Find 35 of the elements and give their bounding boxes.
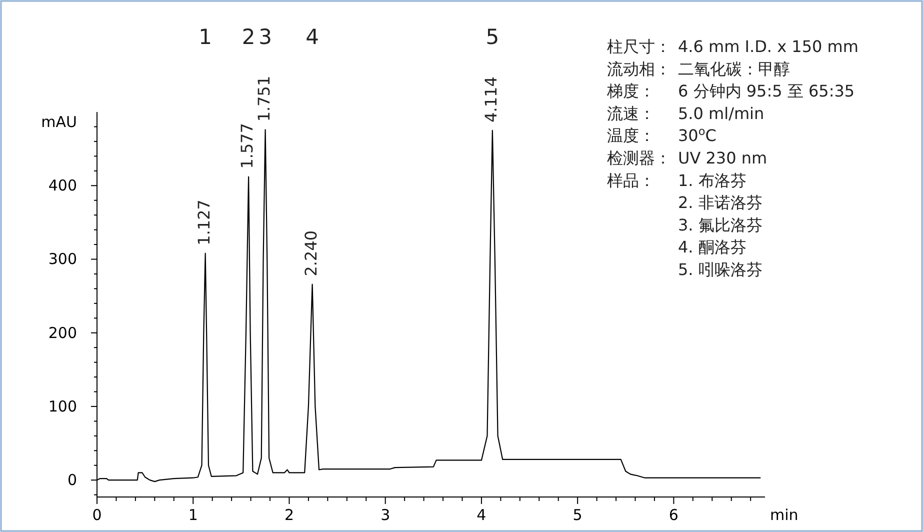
text: 3 bbox=[258, 25, 272, 49]
y-tick-label: 200 bbox=[48, 324, 77, 342]
y-tick-label: 300 bbox=[48, 250, 77, 268]
text: 4 bbox=[306, 25, 319, 49]
x-tick-label: 2 bbox=[284, 506, 294, 524]
annotation: 1.751 bbox=[254, 76, 274, 122]
annotation: 4.114 bbox=[482, 76, 501, 122]
text: 2 bbox=[242, 25, 256, 49]
annotation: 2. 非诺洛芬 bbox=[678, 193, 762, 212]
annotation: 检测器： UV 230 nm bbox=[607, 148, 768, 168]
y-axis-title: mAU bbox=[41, 113, 77, 131]
text: 柱尺寸： 4.6 mm I.D. x 150 mm bbox=[607, 37, 858, 56]
annotation: 3. 氟比洛芬 bbox=[678, 215, 762, 234]
annotation: 1.127 bbox=[194, 200, 214, 246]
x-tick-label: 4 bbox=[476, 506, 486, 524]
annotation: 4. 酮洛芬 bbox=[678, 238, 746, 257]
text: 样品： 1. 布洛芬 bbox=[607, 170, 746, 190]
text: 1 bbox=[198, 25, 212, 49]
x-tick-label: 3 bbox=[380, 506, 390, 524]
text: 5 bbox=[486, 25, 500, 49]
x-tick-label: 5 bbox=[572, 506, 582, 524]
text: 流速： 5.0 ml/min bbox=[607, 104, 764, 123]
x-tick-label: 0 bbox=[92, 506, 102, 524]
x-tick-label: 6 bbox=[668, 506, 678, 524]
text: 温度： 30$^{o}$C bbox=[607, 124, 716, 146]
y-tick-label: 400 bbox=[48, 176, 77, 195]
x-tick-label: 1 bbox=[188, 506, 198, 524]
y-tick-label: 100 bbox=[48, 397, 77, 416]
y-tick-label: 0 bbox=[67, 471, 77, 490]
annotation: 1.577 bbox=[238, 122, 257, 169]
x-axis-title: min bbox=[770, 506, 798, 524]
text: 流动相：二氧化碳：甲醇 bbox=[607, 59, 790, 78]
annotation: 5. 吲哚洛芬 bbox=[678, 260, 762, 279]
text: 梯度： 6 分钟内 95:5 至 65:35 bbox=[607, 82, 855, 101]
annotation: 2.240 bbox=[302, 230, 321, 276]
